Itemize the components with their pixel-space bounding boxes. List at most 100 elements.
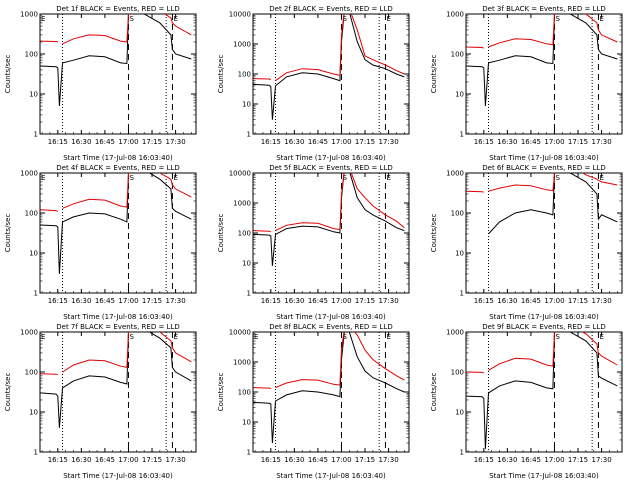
x-tick-label: 17:15 bbox=[568, 456, 588, 464]
x-tick-label: 16:30 bbox=[497, 138, 517, 146]
y-tick-label: 1 bbox=[247, 290, 251, 298]
x-tick-label: 17:30 bbox=[378, 138, 398, 146]
x-tick-label: 17:30 bbox=[591, 456, 611, 464]
x-axis-label: Start Time (17-Jul-08 16:03:40) bbox=[489, 313, 599, 321]
y-tick-label: 100 bbox=[238, 230, 251, 238]
y-axis-label: Counts/sec bbox=[217, 55, 225, 94]
x-tick-label: 17:00 bbox=[331, 456, 351, 464]
x-tick-label: 16:30 bbox=[71, 138, 91, 146]
x-axis-label: Start Time (17-Jul-08 16:03:40) bbox=[276, 154, 386, 162]
marker-label: S bbox=[129, 15, 134, 23]
x-tick-label: 16:15 bbox=[261, 456, 281, 464]
series-line-lld bbox=[40, 14, 192, 45]
y-tick-label: 100 bbox=[451, 210, 464, 218]
x-tick-label: 17:00 bbox=[331, 297, 351, 305]
plot-frame bbox=[39, 172, 197, 294]
x-tick-label: 17:00 bbox=[544, 297, 564, 305]
marker-label: S bbox=[342, 15, 347, 23]
y-tick-label: 100 bbox=[25, 210, 38, 218]
y-tick-label: 10 bbox=[242, 101, 251, 109]
x-tick-label: 16:30 bbox=[71, 297, 91, 305]
panel-det-5: Det 5f BLACK = Events, RED = LLD Counts/s… bbox=[217, 164, 410, 321]
marker-label: E bbox=[599, 333, 603, 341]
x-tick-label: 16:45 bbox=[95, 456, 115, 464]
chart-title: Det 1f BLACK = Events, RED = LLD bbox=[56, 5, 179, 13]
y-axis-label: Counts/sec bbox=[217, 373, 225, 412]
marker-label: S bbox=[129, 174, 134, 182]
marker-label: E bbox=[173, 333, 177, 341]
x-tick-label: 17:15 bbox=[568, 138, 588, 146]
series-line-events bbox=[488, 173, 618, 235]
series-line-lld bbox=[466, 14, 618, 49]
x-tick-label: 17:15 bbox=[355, 297, 375, 305]
y-tick-label: 1 bbox=[247, 449, 251, 457]
y-tick-label: 1 bbox=[460, 449, 464, 457]
x-tick-label: 17:15 bbox=[355, 456, 375, 464]
y-tick-label: 10 bbox=[242, 419, 251, 427]
plot-frame bbox=[465, 13, 623, 135]
series-line-events bbox=[253, 332, 405, 444]
x-axis-label: Start Time (17-Jul-08 16:03:40) bbox=[489, 472, 599, 480]
x-axis-label: Start Time (17-Jul-08 16:03:40) bbox=[276, 472, 386, 480]
y-tick-label: 1000 bbox=[446, 11, 464, 19]
series-line-lld bbox=[253, 173, 405, 233]
chart-title: Det 2f BLACK = Events, RED = LLD bbox=[269, 5, 392, 13]
x-tick-label: 16:15 bbox=[48, 297, 68, 305]
y-axis-label: Counts/sec bbox=[4, 55, 12, 94]
y-tick-label: 100 bbox=[25, 51, 38, 59]
x-tick-label: 17:00 bbox=[118, 456, 138, 464]
y-tick-label: 10000 bbox=[229, 170, 251, 178]
x-tick-label: 16:15 bbox=[261, 138, 281, 146]
y-tick-label: 1000 bbox=[233, 200, 251, 208]
y-axis-label: Counts/sec bbox=[430, 373, 438, 412]
x-tick-label: 17:30 bbox=[165, 138, 185, 146]
y-tick-label: 10000 bbox=[229, 329, 251, 337]
y-tick-label: 100 bbox=[25, 369, 38, 377]
y-axis-label: Counts/sec bbox=[4, 214, 12, 253]
marker-label: S bbox=[555, 333, 560, 341]
y-axis-label: Counts/sec bbox=[4, 373, 12, 412]
x-axis-label: Start Time (17-Jul-08 16:03:40) bbox=[63, 154, 173, 162]
x-tick-label: 17:00 bbox=[331, 138, 351, 146]
panel-det-9: Det 9f BLACK = Events, RED = LLD Counts/s… bbox=[430, 323, 623, 480]
x-tick-label: 16:30 bbox=[284, 297, 304, 305]
chart-title: Det 8f BLACK = Events, RED = LLD bbox=[269, 323, 392, 331]
plot-frame bbox=[465, 331, 623, 453]
series-line-lld bbox=[466, 173, 618, 193]
series-line-events bbox=[40, 332, 192, 428]
x-tick-label: 16:15 bbox=[261, 297, 281, 305]
y-tick-label: 10 bbox=[29, 91, 38, 99]
plot-frame bbox=[465, 172, 623, 294]
marker-label: E bbox=[173, 15, 177, 23]
chart-title: Det 4f BLACK = Events, RED = LLD bbox=[56, 164, 179, 172]
x-tick-label: 16:15 bbox=[48, 138, 68, 146]
series-line-events bbox=[253, 14, 405, 120]
panel-det-3: Det 3f BLACK = Events, RED = LLD Counts/s… bbox=[430, 5, 623, 162]
y-tick-label: 1000 bbox=[20, 170, 38, 178]
panel-det-8: Det 8f BLACK = Events, RED = LLD Counts/s… bbox=[217, 323, 410, 480]
series-line-events bbox=[40, 14, 192, 107]
y-tick-label: 100 bbox=[238, 71, 251, 79]
y-tick-label: 1000 bbox=[20, 11, 38, 19]
plot-frame bbox=[39, 13, 197, 135]
y-axis-label: Counts/sec bbox=[217, 214, 225, 253]
chart-title: Det 9f BLACK = Events, RED = LLD bbox=[482, 323, 605, 331]
marker-label: E bbox=[386, 174, 390, 182]
series-line-lld bbox=[253, 332, 405, 390]
panel-det-2: Det 2f BLACK = Events, RED = LLD Counts/s… bbox=[217, 5, 410, 162]
marker-label: E bbox=[41, 15, 45, 23]
x-tick-label: 16:30 bbox=[284, 456, 304, 464]
plot-frame bbox=[39, 331, 197, 453]
x-tick-label: 17:30 bbox=[591, 297, 611, 305]
chart-title: Det 5f BLACK = Events, RED = LLD bbox=[269, 164, 392, 172]
marker-label: E bbox=[173, 174, 177, 182]
series-line-events bbox=[466, 14, 618, 107]
x-tick-label: 16:15 bbox=[474, 297, 494, 305]
marker-label: E bbox=[599, 15, 603, 23]
y-tick-label: 1 bbox=[34, 131, 38, 139]
x-tick-label: 16:15 bbox=[474, 138, 494, 146]
y-tick-label: 10 bbox=[29, 409, 38, 417]
x-tick-label: 17:15 bbox=[142, 456, 162, 464]
x-tick-label: 16:15 bbox=[474, 456, 494, 464]
